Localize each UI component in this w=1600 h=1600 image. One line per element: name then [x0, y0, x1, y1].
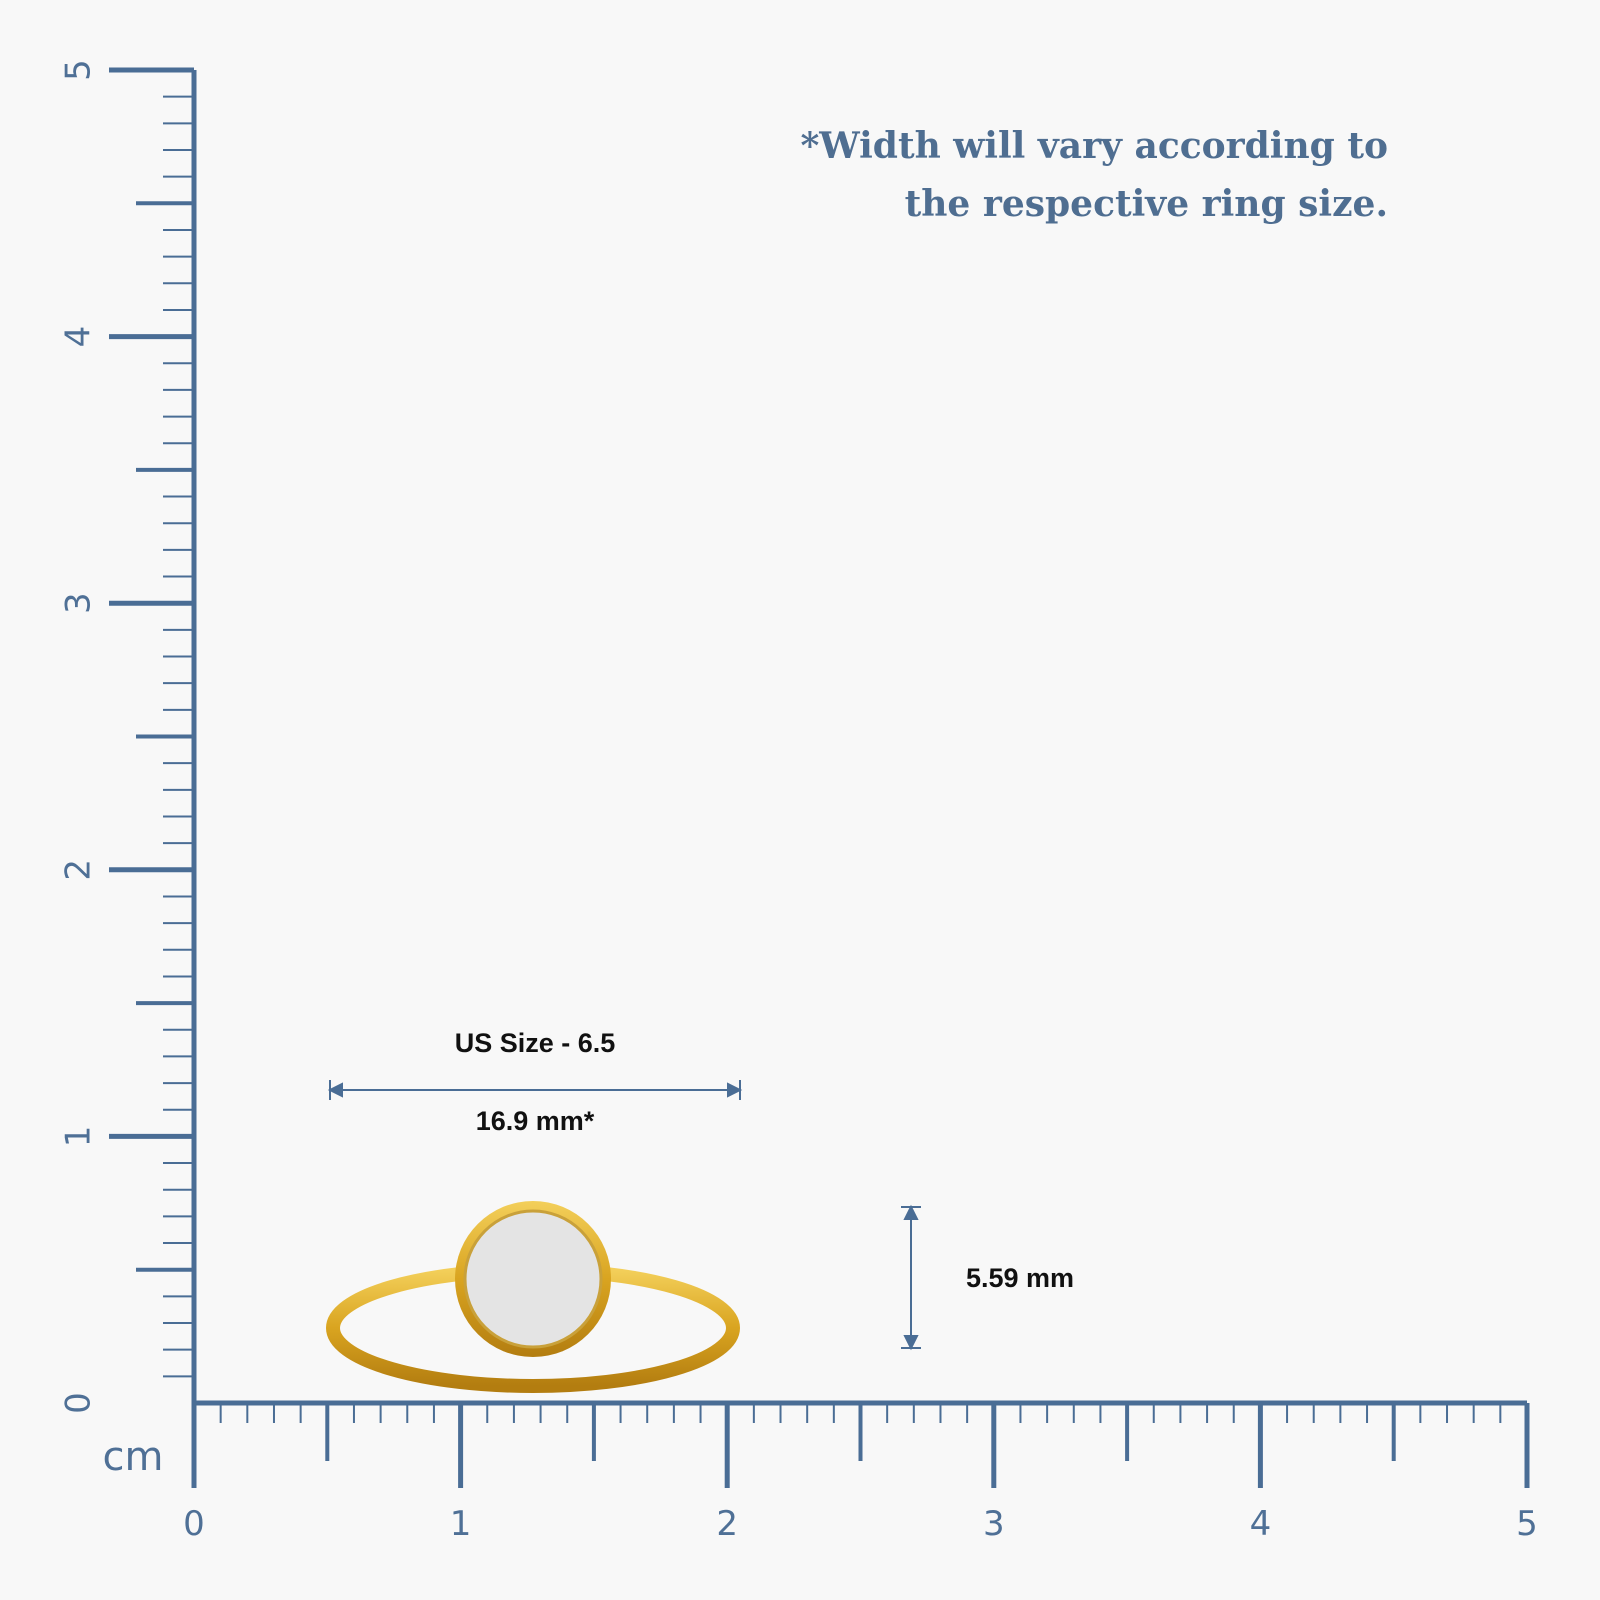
y-ruler-label: 4 [59, 326, 99, 348]
x-ruler-label: 5 [1516, 1504, 1538, 1544]
size-label: US Size - 6.5 [455, 1028, 616, 1058]
x-ruler-label: 3 [983, 1504, 1005, 1544]
height-dimension [901, 1204, 921, 1351]
x-ruler-label: 1 [450, 1504, 472, 1544]
y-ruler-label: 0 [59, 1392, 99, 1414]
unit-label: cm [103, 1434, 164, 1480]
y-ruler-label: 1 [59, 1126, 99, 1148]
note-line: the respective ring size. [905, 183, 1388, 225]
x-ruler-label: 0 [183, 1504, 205, 1544]
width-label: 16.9 mm* [476, 1106, 595, 1136]
width-dimension [327, 1080, 743, 1100]
height-label: 5.59 mm [966, 1263, 1074, 1293]
note-line: *Width will vary according to [800, 125, 1388, 167]
x-ruler-label: 2 [716, 1504, 738, 1544]
ring [326, 1201, 740, 1393]
x-ruler-label: 4 [1250, 1504, 1272, 1544]
y-ruler-label: 2 [59, 859, 99, 881]
y-ruler-label: 3 [59, 592, 99, 614]
y-ruler-label: 5 [59, 59, 99, 81]
ring-pave [463, 1209, 603, 1349]
